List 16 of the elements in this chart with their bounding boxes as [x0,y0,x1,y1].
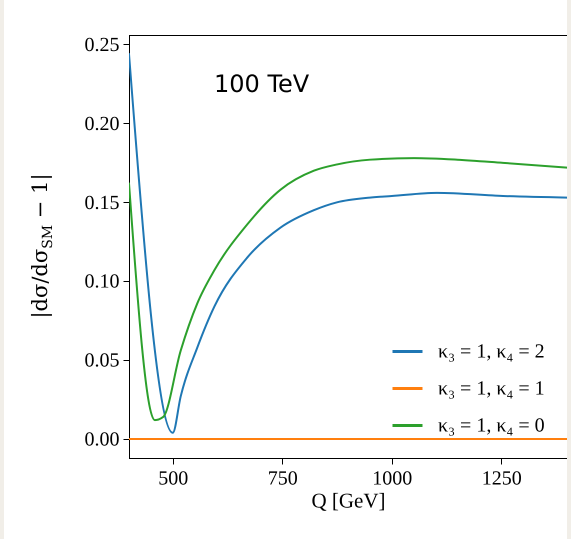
y-tick-label: 0.10 [84,270,120,293]
y-tick-label: 0.00 [84,428,120,451]
legend-label: κ₃ = 1, κ₄ = 1 [438,378,545,400]
legend-label: κ₃ = 1, κ₄ = 0 [438,414,545,436]
x-tick-label: 1000 [372,468,412,490]
y-tick-label: 0.20 [84,112,120,135]
x-tick-label: 1250 [482,468,522,490]
x-tick-label: 500 [158,468,188,490]
line-series [129,52,567,434]
y-tick-label: 0.05 [84,350,120,372]
x-axis-title: Q [GeV] [311,488,386,512]
y-tick-label: 0.15 [84,192,120,214]
legend-label: κ₃ = 1, κ₄ = 2 [438,340,545,362]
x-tick-label: 750 [268,468,298,490]
annotation: 100 TeV [214,70,310,98]
y-tick-label: 0.25 [84,34,120,56]
